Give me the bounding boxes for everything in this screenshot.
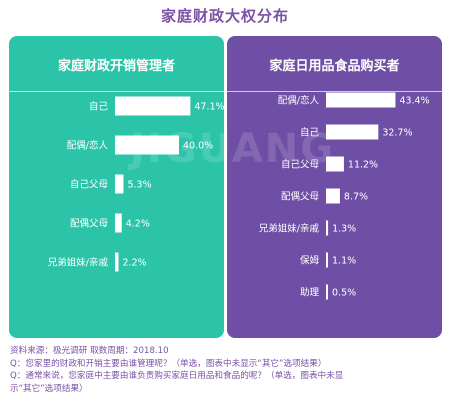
bar bbox=[326, 220, 329, 236]
bar bbox=[326, 92, 396, 108]
bar bbox=[326, 284, 328, 300]
value-label: 0.5% bbox=[332, 288, 356, 299]
category-label: 配偶父母 bbox=[70, 218, 108, 230]
bar bbox=[326, 156, 344, 172]
bar bbox=[115, 252, 119, 272]
value-label: 32.7% bbox=[382, 128, 412, 139]
right-bar-chart: 配偶/恋人 43.4% 自己 32.7% 自己父母 11.2% 配偶父母 8.7% 兄弟姐妹/亲… bbox=[259, 92, 430, 300]
chart-title: 家庭财政大权分布 bbox=[160, 7, 289, 25]
question-2-note: Q：通常来说，您家庭中主要由谁负责购买家庭日用品和食品的呢？（单选，图表中未显 bbox=[10, 371, 344, 381]
value-label: 40.0% bbox=[183, 141, 213, 152]
left-panel-title: 家庭财政开销管理者 bbox=[9, 36, 224, 92]
right-panel-title: 家庭日用品食品购买者 bbox=[227, 36, 442, 92]
value-label: 43.4% bbox=[399, 96, 429, 107]
bar bbox=[326, 188, 340, 204]
value-label: 8.7% bbox=[344, 192, 368, 203]
question-1-note: Q：您家里的财政和开销主要由谁管理呢？（单选，图表中未显示“其它”选项结果） bbox=[10, 358, 327, 369]
value-label: 1.3% bbox=[332, 224, 356, 235]
category-label: 配偶/恋人 bbox=[278, 95, 320, 107]
bar bbox=[115, 96, 191, 116]
footnotes: 资料来源：极光调研 取数周期：2018.10 Q：您家里的财政和开销主要由谁管理… bbox=[10, 345, 442, 395]
value-label: 11.2% bbox=[348, 160, 378, 171]
left-bar-chart: 自己 47.1% 配偶/恋人 40.0% 自己父母 5.3% 配偶父母 4.2% 兄弟姐妹/亲戚… bbox=[48, 96, 224, 272]
bar bbox=[115, 213, 122, 233]
category-label: 保姆 bbox=[300, 255, 320, 267]
value-label: 1.1% bbox=[332, 256, 356, 267]
category-label: 兄弟姐妹/亲戚 bbox=[259, 223, 320, 235]
right-chart-panel: 家庭日用品食品购买者 配偶/恋人 43.4% 自己 32.7% 自己父母 11.2% 配偶父… bbox=[227, 36, 442, 338]
bar bbox=[115, 135, 179, 155]
left-chart-panel: 家庭财政开销管理者 自己 47.1% 配偶/恋人 40.0% 自己父母 5.3% 配偶父母 4… bbox=[9, 36, 224, 338]
value-label: 4.2% bbox=[126, 219, 150, 230]
value-label: 2.2% bbox=[123, 258, 147, 269]
category-label: 兄弟姐妹/亲戚 bbox=[48, 257, 109, 269]
category-label: 自己 bbox=[300, 127, 320, 139]
bar bbox=[326, 124, 379, 140]
category-label: 配偶父母 bbox=[281, 191, 319, 203]
question-2-note-cont: 示“其它”选项结果） bbox=[10, 383, 88, 394]
bar bbox=[326, 252, 328, 268]
value-label: 47.1% bbox=[194, 102, 224, 113]
value-label: 5.3% bbox=[127, 180, 151, 191]
category-label: 自己 bbox=[89, 101, 109, 113]
category-label: 自己父母 bbox=[70, 179, 108, 191]
category-label: 自己父母 bbox=[281, 159, 319, 171]
source-note: 资料来源：极光调研 取数周期：2018.10 bbox=[10, 346, 169, 356]
bar bbox=[115, 174, 124, 194]
category-label: 配偶/恋人 bbox=[67, 140, 109, 152]
category-label: 助理 bbox=[300, 287, 320, 299]
